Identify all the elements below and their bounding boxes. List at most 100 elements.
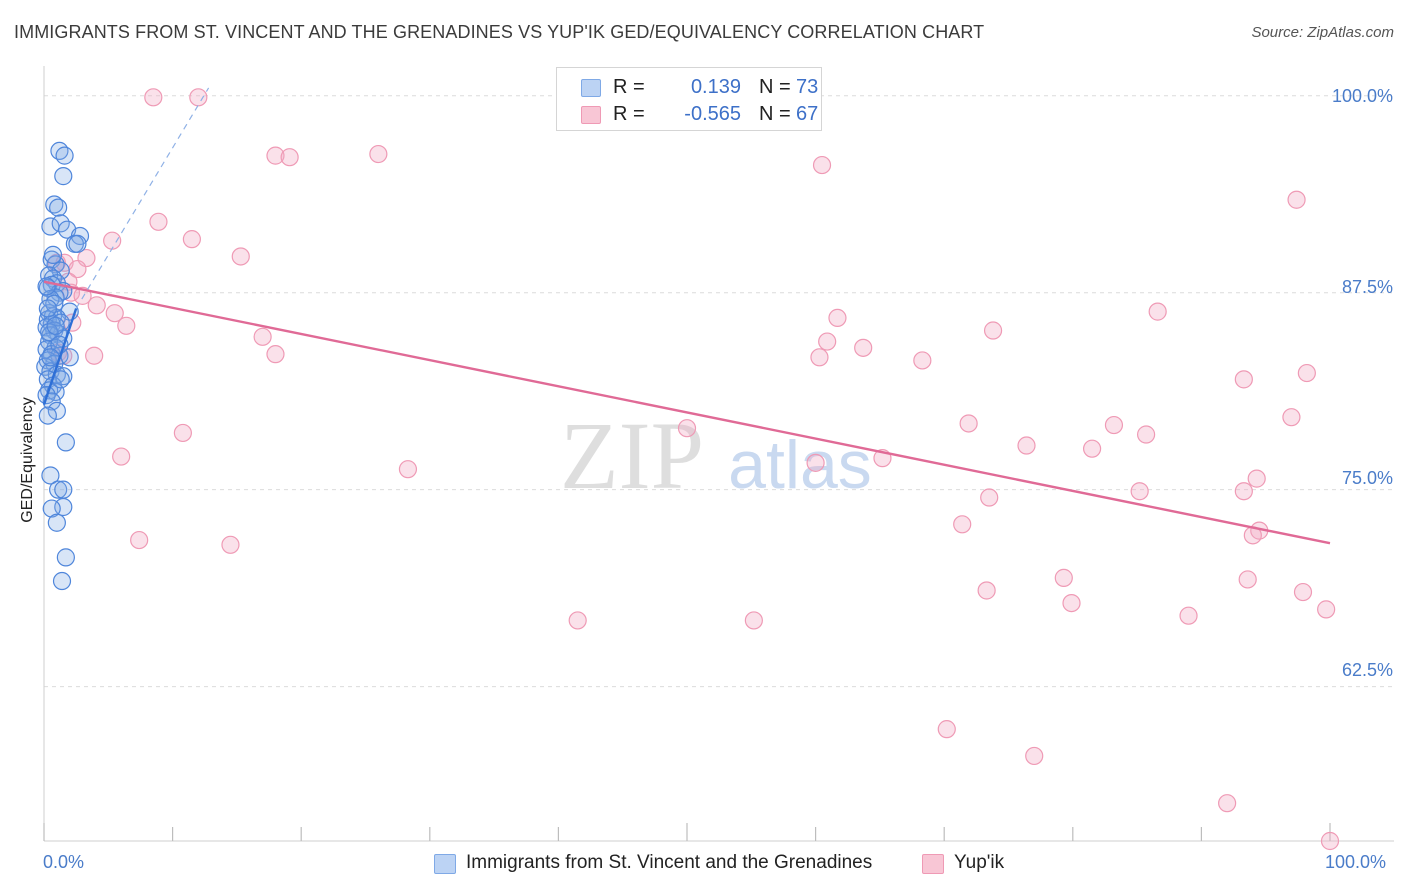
data-point-stvincent	[60, 348, 79, 367]
trend-line-stvincent-extension	[75, 87, 210, 309]
data-point-yupik	[953, 515, 972, 534]
data-point-stvincent	[43, 245, 63, 264]
bottom-legend-label: Yup'ik	[954, 852, 1005, 873]
data-point-yupik	[182, 230, 201, 249]
bottom-legend-label: Immigrants from St. Vincent and the Gren…	[466, 852, 873, 873]
bottom-legend-swatch-blue	[434, 854, 456, 874]
data-point-yupik	[828, 308, 847, 328]
data-point-yupik	[1054, 568, 1073, 587]
data-point-yupik	[173, 423, 192, 443]
data-point-yupik	[1247, 469, 1266, 488]
x-tick-label: 100.0%	[1325, 852, 1387, 872]
data-point-yupik	[189, 88, 208, 107]
data-point-stvincent	[47, 401, 66, 420]
data-point-yupik	[1238, 570, 1257, 589]
data-point-yupik	[677, 419, 697, 438]
data-point-yupik	[103, 231, 122, 250]
legend-r-label: R =	[613, 103, 645, 125]
data-point-yupik	[812, 155, 832, 175]
y-tick-label: 100.0%	[1331, 86, 1393, 106]
data-point-yupik	[1287, 190, 1306, 209]
data-point-stvincent	[38, 299, 57, 318]
data-point-yupik	[1062, 593, 1081, 613]
legend-swatch-blue	[581, 79, 601, 97]
legend-r-label: R =	[613, 76, 645, 98]
data-point-stvincent	[54, 480, 73, 499]
data-point-stvincent	[38, 406, 57, 425]
data-point-yupik	[398, 460, 418, 479]
data-point-stvincent	[42, 499, 61, 518]
data-point-yupik	[231, 247, 250, 266]
trend-line-stvincent	[42, 308, 78, 405]
source-label: Source: ZipAtlas.com	[1251, 24, 1394, 41]
data-point-yupik	[105, 304, 124, 323]
trend-lines	[42, 87, 1331, 545]
data-point-yupik	[369, 144, 388, 164]
data-point-yupik	[1137, 425, 1156, 444]
data-point-stvincent	[54, 167, 73, 186]
data-point-stvincent	[49, 480, 68, 499]
data-point-yupik	[1179, 606, 1198, 625]
series-stvincent-points	[36, 141, 90, 591]
gridlines	[44, 95, 1394, 688]
legend-swatch-pink	[581, 106, 601, 124]
series-yupik-points	[47, 88, 1340, 851]
data-point-yupik	[810, 348, 829, 367]
data-point-yupik	[117, 316, 136, 335]
data-point-yupik	[85, 346, 104, 365]
data-point-yupik	[221, 535, 240, 554]
data-point-yupik	[1017, 436, 1036, 455]
data-point-yupik	[977, 581, 996, 600]
data-point-yupik	[1234, 370, 1253, 389]
data-point-yupik	[744, 611, 763, 630]
data-point-yupik	[1104, 415, 1124, 435]
data-point-yupik	[280, 148, 299, 167]
data-point-yupik	[568, 611, 587, 630]
watermark-atlas: atlas	[728, 427, 872, 503]
bottom-legend-swatch-pink	[922, 854, 944, 874]
data-point-yupik	[1148, 302, 1167, 321]
data-point-stvincent	[52, 571, 72, 591]
data-point-yupik	[913, 351, 932, 370]
data-point-stvincent	[46, 316, 65, 335]
data-point-stvincent	[49, 198, 68, 217]
legend: R = 0.139 N = 73 R = -0.565 N = 67	[556, 67, 822, 131]
data-point-yupik	[854, 338, 873, 357]
data-point-yupik	[980, 488, 999, 507]
data-point-stvincent	[47, 513, 66, 532]
data-point-stvincent	[41, 348, 60, 367]
x-tick-label: 0.0%	[43, 852, 85, 872]
data-point-yupik	[1320, 831, 1340, 851]
legend-n-label: N =	[759, 103, 791, 125]
legend-n-value: 67	[796, 103, 819, 125]
legend-r-value: -0.565	[684, 103, 741, 125]
data-point-yupik	[1218, 794, 1237, 813]
data-point-yupik	[937, 720, 956, 739]
data-point-yupik	[1234, 482, 1253, 501]
legend-n-value: 73	[796, 76, 819, 98]
data-point-yupik	[959, 414, 978, 433]
legend-n-label: N =	[759, 76, 791, 98]
y-axis-label: GED/Equivalency	[19, 397, 36, 523]
data-point-yupik	[1025, 746, 1044, 766]
data-point-yupik	[1317, 600, 1336, 619]
data-point-stvincent	[54, 497, 73, 517]
chart-title: IMMIGRANTS FROM ST. VINCENT AND THE GREN…	[14, 22, 985, 42]
y-tick-label: 62.5%	[1341, 660, 1393, 680]
y-tick-label: 75.0%	[1341, 468, 1393, 488]
data-point-yupik	[130, 530, 149, 550]
data-point-yupik	[983, 321, 1003, 340]
data-point-yupik	[1293, 582, 1313, 602]
data-point-yupik	[112, 447, 131, 466]
data-point-yupik	[87, 296, 106, 315]
data-point-stvincent	[55, 146, 74, 165]
legend-r-value: 0.139	[690, 76, 741, 98]
data-point-yupik	[818, 332, 837, 351]
data-point-yupik	[806, 453, 825, 472]
data-point-stvincent	[56, 433, 75, 452]
data-point-yupik	[1082, 439, 1102, 458]
data-point-stvincent	[41, 466, 60, 485]
data-point-yupik	[144, 88, 163, 107]
y-tick-label: 87.5%	[1341, 277, 1393, 297]
data-point-yupik	[1130, 482, 1149, 501]
